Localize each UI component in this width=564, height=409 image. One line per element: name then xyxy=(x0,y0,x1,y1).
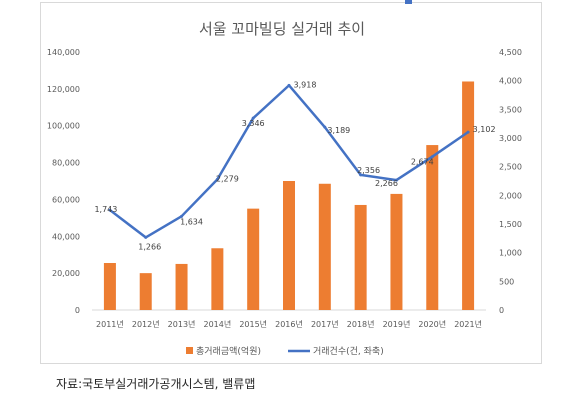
chart-title: 서울 꼬마빌딩 실거래 추이 xyxy=(199,20,365,38)
data-label: 3,189 xyxy=(327,126,350,135)
x-tick-label: 2021년 xyxy=(454,319,482,329)
data-label: 2,266 xyxy=(375,179,398,188)
x-tick-label: 2015년 xyxy=(239,319,267,329)
y-right-tick-label: 4,500 xyxy=(499,48,522,57)
y-right-tick-label: 0 xyxy=(499,306,504,315)
data-label: 3,346 xyxy=(242,119,265,128)
data-label: 1,743 xyxy=(94,205,117,214)
line-point xyxy=(287,83,291,87)
line-point xyxy=(108,208,112,212)
bar xyxy=(175,263,188,310)
legend-label: 총거래금액(억원) xyxy=(196,345,261,357)
y-left-tick-label: 20,000 xyxy=(52,269,80,278)
bar xyxy=(139,273,152,310)
x-tick-label: 2019년 xyxy=(383,319,411,329)
y-left-tick-label: 140,000 xyxy=(47,48,80,57)
line-point xyxy=(466,130,470,134)
x-tick-label: 2014년 xyxy=(203,319,231,329)
legend-label: 거래건수(건, 좌축) xyxy=(313,346,384,357)
line-point xyxy=(323,125,327,129)
data-label: 3,918 xyxy=(294,80,317,89)
bar xyxy=(354,204,367,310)
data-label: 2,279 xyxy=(216,174,239,183)
data-label: 3,102 xyxy=(473,125,496,134)
line-point xyxy=(180,214,184,218)
legend-swatch-bar xyxy=(186,347,193,354)
bar xyxy=(283,181,295,310)
data-label: 2,674 xyxy=(411,158,434,167)
x-tick-label: 2018년 xyxy=(347,319,375,329)
x-tick-label: 2017년 xyxy=(311,319,339,329)
data-label: 2,356 xyxy=(357,166,380,175)
selection-handle xyxy=(405,0,412,4)
bar xyxy=(318,183,331,310)
bar xyxy=(390,193,403,310)
bar xyxy=(211,248,224,310)
line-point xyxy=(251,116,255,120)
line-point xyxy=(215,177,219,181)
y-left-tick-label: 100,000 xyxy=(47,122,80,131)
bar xyxy=(426,145,439,310)
source-note: 자료:국토부실거래가공개시스템, 밸류맵 xyxy=(56,377,256,391)
legend: 총거래금액(억원) 거래건수(건, 좌축) xyxy=(186,345,384,357)
y-right-tick-label: 3,000 xyxy=(499,134,522,143)
y-right-tick-label: 1,000 xyxy=(499,249,522,258)
line-point xyxy=(430,155,434,159)
y-left-tick-label: 80,000 xyxy=(52,159,80,168)
data-label: 1,634 xyxy=(180,217,203,226)
y-right-tick-label: 2,500 xyxy=(499,163,522,172)
bar xyxy=(247,208,260,310)
y-left-tick-label: 120,000 xyxy=(47,85,80,94)
bar-series xyxy=(103,81,475,310)
x-tick-label: 2016년 xyxy=(275,319,303,329)
bar xyxy=(462,81,475,310)
y-left-tick-label: 40,000 xyxy=(52,232,80,241)
line-point xyxy=(394,178,398,182)
x-tick-label: 2013년 xyxy=(168,319,196,329)
y-right-tick-label: 1,500 xyxy=(499,220,522,229)
bar xyxy=(103,263,116,310)
y-right-tick-label: 4,000 xyxy=(499,77,522,86)
y-left-tick-label: 0 xyxy=(75,306,80,315)
y-right-tick-label: 500 xyxy=(499,277,514,286)
y-right-tick-label: 3,500 xyxy=(499,105,522,114)
line-point xyxy=(144,235,148,239)
line-series: 1,743 1,266 1,634 2,279 3,346 3,918 3,189 2,356… xyxy=(94,80,495,251)
x-tick-label: 2011년 xyxy=(96,319,124,329)
line-point xyxy=(359,173,363,177)
y-left-tick-label: 60,000 xyxy=(52,195,80,204)
data-label: 1,266 xyxy=(138,242,161,251)
x-tick-label: 2012년 xyxy=(132,319,160,329)
x-tick-label: 2020년 xyxy=(418,319,446,329)
y-right-tick-label: 2,000 xyxy=(499,191,522,200)
